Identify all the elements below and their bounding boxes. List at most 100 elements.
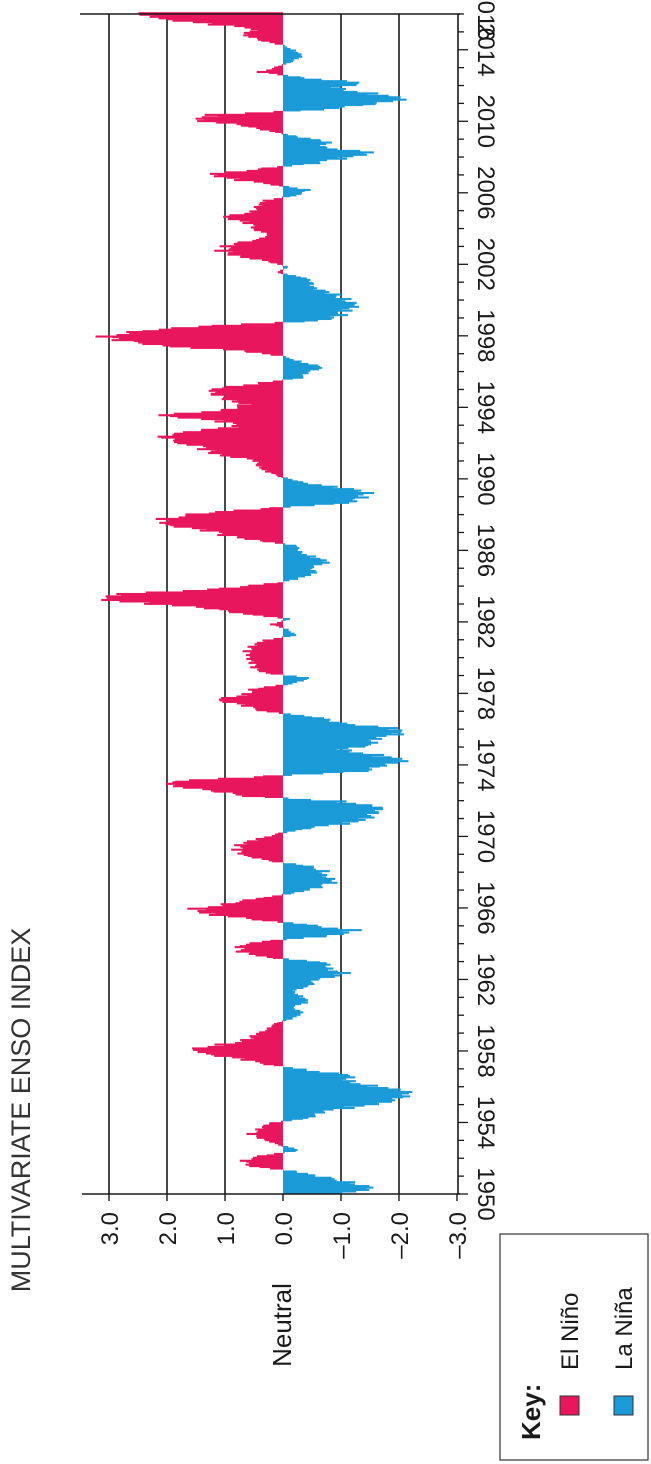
- value-tick-label: –3.0: [445, 1212, 472, 1259]
- la-nina-bar: [283, 560, 323, 563]
- el-nino-bar: [215, 913, 283, 916]
- el-nino-bar: [256, 462, 283, 465]
- la-nina-bar: [283, 312, 339, 315]
- el-nino-bar: [233, 242, 283, 245]
- la-nina-bar: [283, 679, 304, 682]
- el-nino-bar: [201, 411, 283, 414]
- el-nino-bar: [239, 219, 283, 222]
- la-nina-bar: [283, 975, 335, 978]
- el-nino-bar: [271, 67, 283, 71]
- el-nino-bar: [252, 648, 283, 651]
- el-nino-bar: [236, 423, 283, 426]
- el-nino-bar: [253, 223, 283, 226]
- el-nino-bar: [256, 641, 283, 644]
- el-nino-bar: [165, 782, 283, 785]
- la-nina-bar: [283, 81, 360, 84]
- el-nino-bar: [270, 353, 283, 356]
- la-nina-bar: [283, 1005, 294, 1009]
- la-nina-bar: [283, 89, 344, 92]
- el-nino-bar: [258, 461, 283, 464]
- el-nino-bar: [263, 1063, 283, 1066]
- la-nina-bar: [283, 1088, 401, 1091]
- la-nina-bar: [283, 868, 317, 871]
- la-nina-bar: [283, 501, 350, 504]
- la-nina-bar: [283, 1113, 316, 1116]
- la-nina-bar: [283, 1008, 296, 1011]
- el-nino-bar: [236, 536, 283, 539]
- la-nina-bar: [283, 927, 339, 930]
- el-nino-bar: [265, 235, 283, 239]
- la-nina-bar: [283, 1002, 302, 1006]
- la-nina-bar: [283, 46, 288, 49]
- la-nina-bar: [283, 1146, 289, 1149]
- el-nino-bar: [228, 248, 283, 251]
- el-nino-bar: [269, 129, 283, 132]
- el-nino-bar: [222, 387, 283, 390]
- el-nino-bar: [236, 695, 283, 698]
- el-nino-bar: [207, 1045, 283, 1048]
- el-nino-bar: [235, 793, 283, 796]
- la-nina-bar: [283, 959, 307, 962]
- year-tick-label: 1966: [472, 881, 499, 934]
- la-nina-bar: [283, 741, 379, 744]
- el-nino-bar: [232, 1056, 283, 1059]
- el-nino-bar: [257, 208, 283, 211]
- el-nino-bar: [251, 403, 283, 406]
- la-nina-bar: [283, 1172, 308, 1175]
- legend-swatch-el-nino: [559, 1395, 580, 1416]
- la-nina-bar: [283, 888, 310, 891]
- la-nina-bar: [283, 54, 301, 57]
- el-nino-bar: [246, 169, 283, 172]
- la-nina-bar: [283, 1174, 316, 1177]
- la-nina-bar: [283, 965, 326, 968]
- el-nino-bar: [261, 352, 283, 355]
- la-nina-bar: [283, 884, 321, 887]
- la-nina-bar: [283, 753, 384, 756]
- la-nina-bar: [283, 80, 347, 83]
- la-nina-bar: [283, 929, 362, 932]
- el-nino-bar: [283, 355, 284, 358]
- la-nina-bar: [283, 133, 288, 136]
- year-tick-label: 1950: [472, 1167, 499, 1220]
- el-nino-bar: [213, 175, 283, 178]
- la-nina-bar: [283, 1103, 379, 1106]
- el-nino-bar: [232, 421, 283, 425]
- el-nino-bar: [232, 792, 283, 795]
- el-nino-bar: [254, 643, 283, 646]
- el-nino-bar: [277, 616, 283, 619]
- la-nina-bar: [283, 194, 297, 197]
- year-tick-label: 2002: [472, 238, 499, 291]
- la-nina-bar: [283, 1013, 301, 1016]
- el-nino-bar: [250, 666, 283, 669]
- el-nino-bar: [159, 521, 283, 524]
- la-nina-bar: [283, 559, 327, 562]
- la-nina-bar: [283, 766, 370, 770]
- year-tick-label: 2014: [472, 23, 499, 76]
- la-nina-bar: [283, 576, 298, 579]
- el-nino-bar: [158, 414, 283, 417]
- la-nina-bar: [283, 761, 399, 764]
- el-nino-bar: [111, 339, 283, 342]
- el-nino-bar: [227, 253, 283, 256]
- el-nino-bar: [204, 113, 283, 116]
- el-nino-bar: [266, 232, 283, 235]
- year-tick-label: 1990: [472, 452, 499, 505]
- la-nina-bar: [283, 1004, 296, 1007]
- la-nina-bar: [283, 1093, 403, 1096]
- el-nino-bar: [269, 1122, 283, 1125]
- la-nina-bar: [283, 1081, 351, 1084]
- legend-box: [499, 1233, 649, 1461]
- el-nino-bar: [218, 777, 283, 780]
- la-nina-bar: [283, 480, 298, 483]
- el-nino-bar: [230, 455, 283, 458]
- la-nina-bar: [283, 1090, 398, 1093]
- el-nino-bar: [249, 257, 283, 260]
- el-nino-bar: [223, 215, 283, 218]
- el-nino-bar: [218, 530, 283, 534]
- la-nina-bar: [283, 811, 379, 814]
- la-nina-bar: [283, 555, 317, 558]
- la-nina-bar: [283, 736, 377, 739]
- el-nino-bar: [231, 400, 283, 403]
- la-nina-bar: [283, 772, 324, 775]
